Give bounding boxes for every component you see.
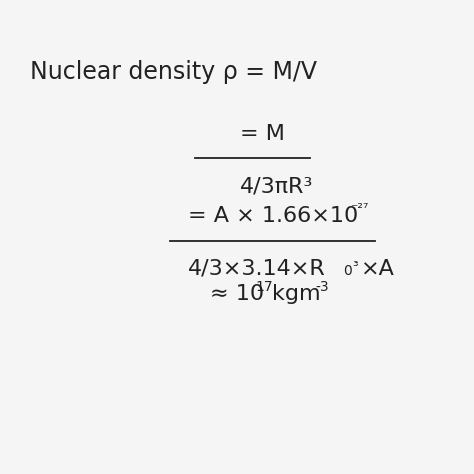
Text: kgm: kgm bbox=[272, 284, 320, 304]
Text: 4/3πR³: 4/3πR³ bbox=[240, 176, 313, 196]
Text: ≈ 10: ≈ 10 bbox=[210, 284, 264, 304]
Text: 0: 0 bbox=[343, 264, 352, 278]
Text: ×A: ×A bbox=[361, 259, 395, 279]
Text: ⁻²⁷: ⁻²⁷ bbox=[350, 202, 368, 216]
Text: = A × 1.66×10: = A × 1.66×10 bbox=[188, 206, 358, 226]
Text: Nuclear density ρ = M/V: Nuclear density ρ = M/V bbox=[30, 60, 317, 84]
Text: 17: 17 bbox=[255, 280, 273, 294]
Text: -3: -3 bbox=[315, 280, 328, 294]
Text: 4/3×3.14×R: 4/3×3.14×R bbox=[188, 259, 326, 279]
Text: ³: ³ bbox=[352, 260, 357, 274]
Text: = M: = M bbox=[240, 124, 285, 144]
